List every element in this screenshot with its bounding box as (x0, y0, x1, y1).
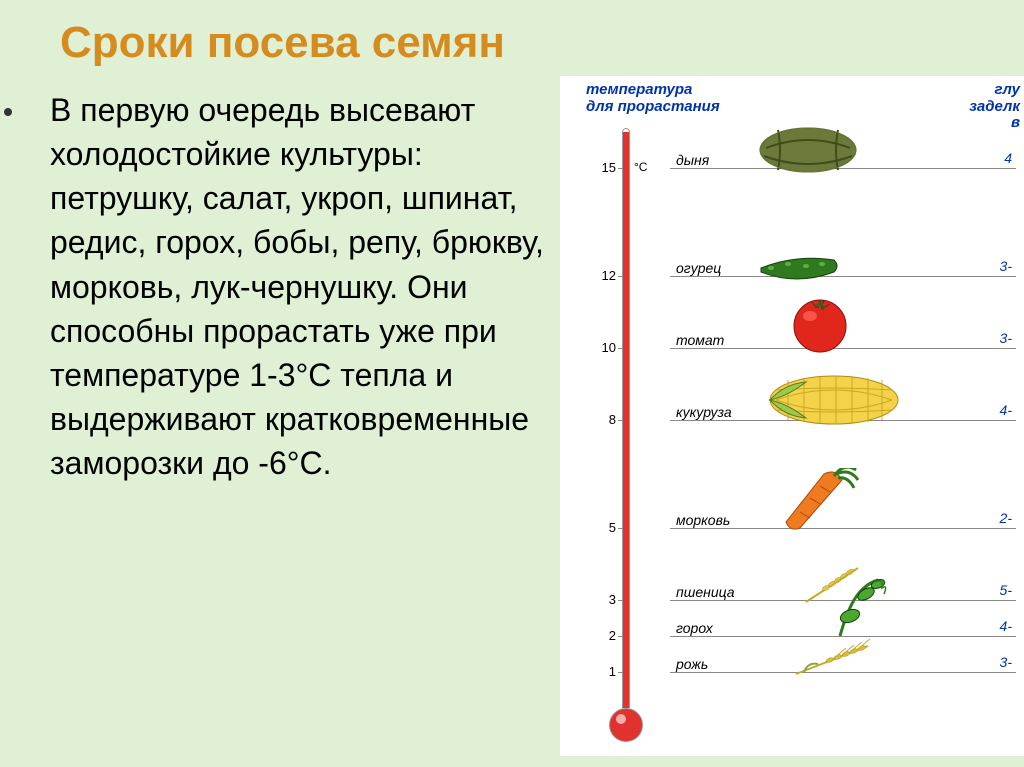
page-title: Сроки посева семян (0, 0, 1024, 78)
crop-label: морковь (674, 512, 732, 528)
thermometer-tick-label: 12 (598, 268, 616, 283)
bullet-icon (4, 108, 12, 116)
crop-row-cucumber: огурец3- (670, 276, 1016, 277)
crop-label: огурец (674, 260, 723, 276)
thermometer-tick-mark (618, 600, 623, 601)
thermometer-tick-label: 5 (598, 520, 616, 535)
thermometer-tick-label: 8 (598, 412, 616, 427)
body-paragraph: В первую очередь высевают холодостойкие … (22, 88, 562, 485)
crop-label: пшеница (674, 584, 737, 600)
depth-label: 4 (1002, 150, 1014, 166)
crop-label: горох (674, 620, 715, 636)
rye-icon (790, 638, 874, 678)
depth-label: 2- (998, 510, 1014, 526)
thermometer-tick-mark (618, 672, 623, 673)
crop-row-melon: дыня4 (670, 168, 1016, 169)
cucumber-icon (756, 250, 840, 282)
depth-label: 4- (998, 618, 1014, 634)
depth-label: 5- (998, 582, 1014, 598)
thermometer-tick-mark (618, 168, 623, 169)
crop-row-pea: горох4- (670, 636, 1016, 637)
unit-celsius: °С (634, 160, 647, 174)
thermometer-tick-label: 3 (598, 592, 616, 607)
crop-row-corn: кукуруза4- (670, 420, 1016, 421)
column-header-depth: глу заделк в (969, 82, 1020, 132)
thermometer-tick-mark (618, 276, 623, 277)
sowing-diagram: температура для прорастания глу заделк в… (560, 76, 1024, 756)
crop-row-tomato: томат3- (670, 348, 1016, 349)
crop-label: томат (674, 332, 726, 348)
crop-row-rye: рожь3- (670, 672, 1016, 673)
crop-label: кукуруза (674, 404, 734, 420)
pea-icon (830, 576, 890, 642)
thermometer-fluid (623, 132, 629, 708)
crop-row-carrot: морковь2- (670, 528, 1016, 529)
thermometer-tick-label: 15 (598, 160, 616, 175)
crop-label: рожь (674, 656, 710, 672)
melon-icon (758, 126, 858, 174)
depth-label: 3- (998, 330, 1014, 346)
thermometer-tick-label: 2 (598, 628, 616, 643)
thermometer-bulb (609, 708, 643, 742)
thermometer-tick-mark (618, 420, 623, 421)
thermometer-tick-label: 10 (598, 340, 616, 355)
depth-label: 3- (998, 654, 1014, 670)
depth-label: 4- (998, 402, 1014, 418)
thermometer-tick-mark (618, 348, 623, 349)
crop-label: дыня (674, 152, 711, 168)
thermometer-tick-label: 1 (598, 664, 616, 679)
thermometer-tick-mark (618, 636, 623, 637)
thermometer-tick-mark (618, 528, 623, 529)
depth-label: 3- (998, 258, 1014, 274)
carrot-icon (780, 468, 862, 534)
corn-icon (766, 374, 902, 426)
tomato-icon (790, 294, 850, 354)
column-header-temperature: температура для прорастания (586, 82, 720, 115)
thermometer: 15121085321 °С (602, 128, 650, 748)
crop-guideline (670, 276, 1016, 277)
